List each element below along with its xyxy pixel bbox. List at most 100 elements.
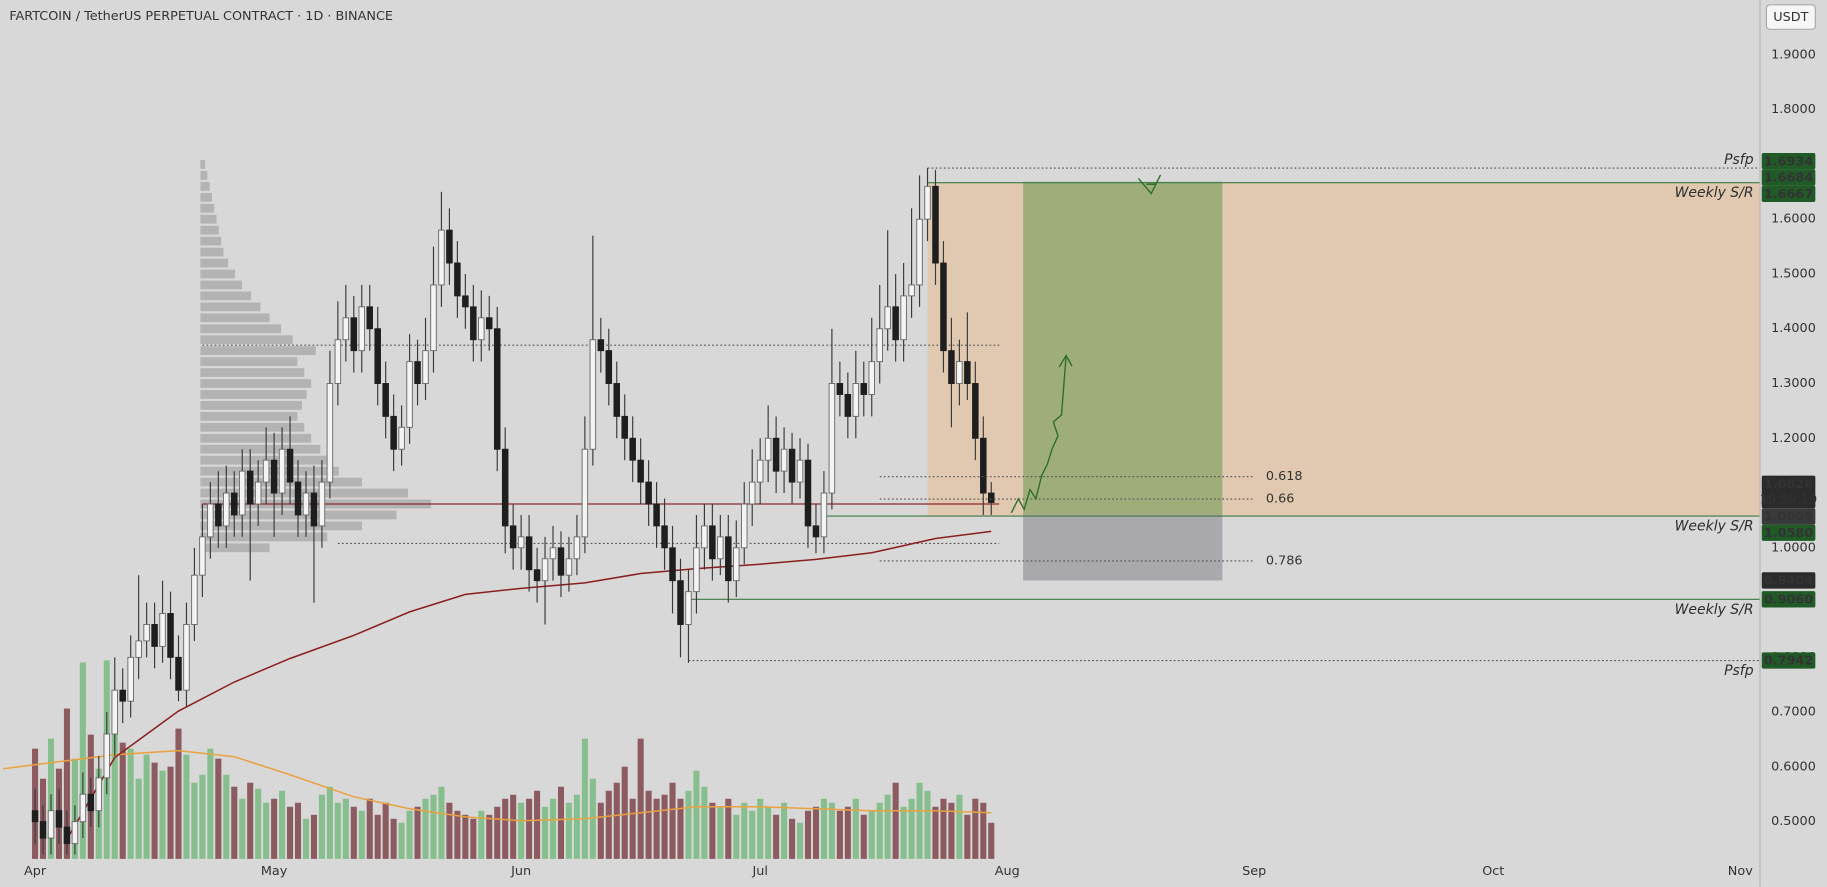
volume-bar: [613, 782, 620, 859]
zone: [927, 182, 1760, 517]
price-badge: [1761, 591, 1816, 608]
volume-bar: [294, 802, 302, 859]
x-tick-label: Jun: [510, 864, 531, 879]
volume-bar: [828, 802, 835, 859]
candle-body: [908, 284, 915, 297]
volume-bar: [781, 802, 788, 859]
volume-bar: [342, 798, 349, 859]
price-badge-label: 1.6684: [1764, 171, 1813, 186]
volume-bar: [677, 798, 684, 859]
levels: Psfp Weekly S/R Weekly S/R Weekly S/R Psfp: [202, 152, 1760, 679]
candle-body: [95, 777, 103, 812]
candle-body: [725, 536, 732, 582]
candle-body: [605, 350, 613, 384]
candle-body: [621, 415, 628, 439]
candle-body: [422, 350, 429, 384]
candle-body: [223, 492, 230, 527]
volume-bar: [478, 810, 485, 859]
candle-body: [557, 547, 565, 576]
candle-body: [772, 437, 780, 472]
candle-body: [493, 328, 501, 450]
volume-bar: [892, 782, 899, 859]
candle-body: [382, 383, 389, 417]
candle-body: [334, 339, 342, 384]
price-badge-label: 0.9404: [1764, 574, 1813, 589]
volume-bar: [255, 788, 262, 859]
candle-body: [645, 481, 652, 505]
volume-bar: [366, 798, 373, 859]
candle-body: [740, 503, 748, 549]
price-badge: [1761, 169, 1816, 186]
volume-bar: [502, 798, 509, 859]
candle-body: [892, 306, 899, 341]
price-badges: 1.69341.66841.66671.082819:59:191.06091.…: [1760, 153, 1817, 669]
candle-body: [31, 810, 39, 823]
ema-line: [66, 530, 992, 840]
candle-body: [406, 361, 413, 428]
y-tick-label: 1.6000: [1771, 212, 1816, 227]
volume-bar: [263, 802, 270, 859]
candle-body: [390, 415, 397, 450]
candle-body: [39, 821, 47, 839]
currency-button[interactable]: [1765, 4, 1816, 30]
volume-bar: [462, 814, 469, 859]
volume: [32, 660, 995, 859]
x-tick-label: Apr: [24, 864, 47, 879]
y-tick-label: 0.6000: [1771, 759, 1816, 774]
candle-body: [748, 481, 756, 505]
x-tick-label: May: [261, 864, 288, 879]
candle-body: [589, 339, 597, 450]
candle-body: [63, 826, 71, 845]
volume-bar: [804, 810, 812, 859]
candle-body: [733, 547, 740, 582]
candle-body: [430, 284, 437, 352]
candle-body: [948, 350, 955, 384]
candle-body: [860, 383, 868, 395]
volume-bar: [494, 806, 501, 859]
volume-bar: [414, 806, 421, 859]
level-label: Weekly S/R: [1675, 185, 1754, 201]
candle-body: [533, 569, 541, 582]
candle-body: [509, 525, 517, 549]
x-tick-label: Jul: [751, 864, 767, 879]
candle-body: [398, 426, 405, 450]
y-tick-label: 1.2000: [1771, 431, 1816, 446]
profile-row: [200, 543, 270, 553]
candle-body: [159, 613, 166, 647]
volume-bar: [302, 818, 310, 859]
candle-body: [199, 536, 206, 576]
candle-body: [47, 810, 55, 839]
candle-body: [637, 459, 644, 483]
y-tick-label: 1.3000: [1771, 376, 1816, 391]
candle-body: [972, 383, 979, 439]
candle-body: [111, 689, 118, 735]
position-loss: [1023, 514, 1223, 581]
volume-bar: [199, 774, 206, 859]
volume-bar: [454, 810, 461, 859]
volume-bar: [653, 798, 660, 859]
candle-body: [629, 437, 636, 461]
volume-bar: [119, 742, 126, 859]
currency-label[interactable]: USDT: [1773, 10, 1808, 25]
profile-row: [200, 346, 316, 356]
volume-bar: [111, 718, 118, 859]
volume-bar: [446, 802, 453, 859]
profile-row: [200, 422, 305, 432]
arrow-head: [1058, 354, 1073, 368]
volume-bar: [812, 806, 819, 859]
candle-body: [207, 503, 214, 538]
candle-body: [844, 394, 852, 417]
candle-body: [852, 383, 860, 417]
fib-levels: 0.618 0.66 0.786: [879, 469, 1303, 568]
candles: [31, 168, 995, 855]
candle-body: [127, 656, 134, 702]
candle-body: [876, 328, 883, 363]
volume-bar: [645, 790, 652, 859]
profile-row: [200, 390, 307, 399]
candle-body: [525, 536, 533, 571]
candle-body: [653, 503, 660, 527]
volume-bar: [549, 798, 557, 859]
volume-bar: [948, 802, 955, 859]
candle-body: [191, 574, 198, 625]
